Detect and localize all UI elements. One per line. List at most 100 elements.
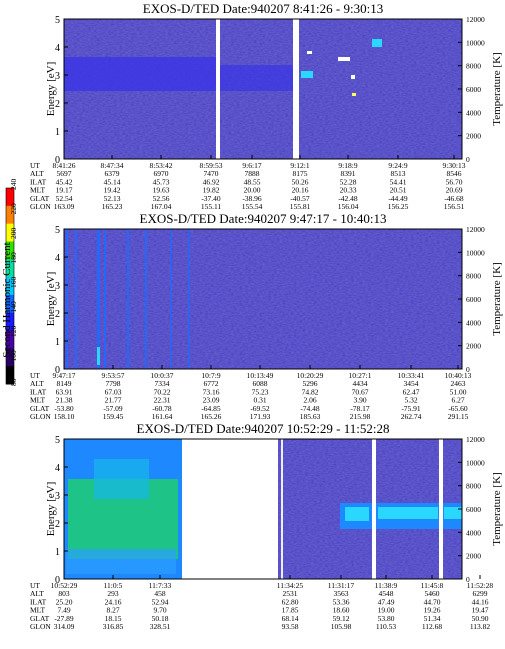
table-cell: 7888 [245, 169, 260, 178]
y-right-tick-label: 2000 [466, 552, 481, 561]
table-cell: 44.16 [472, 597, 489, 606]
data-gap [293, 19, 299, 160]
table-cell: 156.04 [338, 202, 359, 211]
table-cell: 110.53 [376, 622, 397, 631]
table-cell: 11:7:33 [149, 581, 172, 590]
table-cell: 20.69 [446, 186, 463, 195]
table-cell: 458 [154, 589, 166, 598]
data-gap [439, 439, 443, 580]
table-cell: 10:13:49 [247, 371, 274, 380]
y-tick-label: 1 [55, 547, 60, 558]
table-cell: 52.28 [340, 177, 357, 186]
table-cell: 51.34 [424, 614, 441, 623]
vertical-streak [127, 229, 129, 369]
table-cell: 67.03 [105, 387, 122, 396]
table-cell: 8391 [341, 169, 356, 178]
y-tick-label: 2 [55, 99, 60, 110]
table-row-label: UT [30, 161, 40, 170]
colorbar-tick-label: 100 [9, 350, 18, 362]
table-cell: 53.80 [378, 614, 395, 623]
y-right-tick-label: 12000 [466, 435, 485, 444]
table-cell: 10:7:9 [201, 371, 220, 380]
table-cell: 7798 [106, 379, 121, 388]
colorbar-segment [6, 294, 14, 314]
y-tick-label: 4 [55, 463, 60, 474]
table-cell: 68.14 [282, 614, 299, 623]
colorbar-tick-label: 140 [9, 301, 18, 313]
table-row-label: MLT [30, 606, 46, 615]
table-cell: 10:27:1 [349, 371, 372, 380]
table-cell: 112.68 [422, 622, 443, 631]
table-cell: 19.63 [153, 186, 170, 195]
table-cell: 59.12 [333, 614, 350, 623]
table-cell: 48.55 [244, 177, 261, 186]
y-tick-label: 5 [55, 225, 60, 236]
table-cell: 10:33:41 [398, 371, 425, 380]
y-right-tick-label: 8000 [466, 62, 481, 71]
colorbar-frame [5, 187, 15, 385]
y-right-tick-label: 4000 [466, 528, 481, 537]
y-right-tick-label: 0 [466, 365, 470, 374]
table-cell: 5697 [57, 169, 72, 178]
spectrogram-noise [64, 229, 462, 369]
table-row-label: GLON [30, 622, 51, 631]
vertical-streak [145, 229, 147, 369]
table-cell: 105.98 [331, 622, 352, 631]
energy-band [444, 507, 462, 519]
y-right-tick-label: 6000 [466, 295, 481, 304]
data-gap [216, 19, 220, 160]
y-right-tick-label: 10000 [466, 38, 485, 47]
colorbar-tick-label: 160 [9, 277, 18, 289]
y-right-tick-label: 6000 [466, 85, 481, 94]
table-cell: 161.64 [152, 412, 173, 421]
table-cell: 23.09 [203, 396, 220, 405]
vertical-streak [104, 229, 106, 369]
table-cell: 19.82 [203, 186, 220, 195]
table-cell: 11:0:5 [104, 581, 123, 590]
table-cell: 44.70 [424, 597, 441, 606]
table-cell: 21.77 [105, 396, 122, 405]
colorbar-segment [6, 348, 14, 367]
table-cell: 10:20:29 [297, 371, 324, 380]
y-tick-label: 3 [55, 491, 60, 502]
table-cell: 18.60 [333, 606, 350, 615]
energy-band [64, 57, 216, 91]
table-cell: 9.70 [153, 606, 166, 615]
table-cell: 7334 [155, 379, 170, 388]
table-cell: 20.33 [340, 186, 357, 195]
table-cell: -75.91 [401, 404, 421, 413]
y-right-tick-label: 12000 [466, 15, 485, 24]
colorbar-segment [6, 330, 14, 349]
y-right-axis-label: Temperature [K] [491, 472, 503, 545]
chart-title: EXOS-D/TED Date:940207 9:47:17 - 10:40:1… [140, 211, 387, 226]
table-cell: 45.14 [104, 177, 121, 186]
table-cell: -42.48 [338, 194, 358, 203]
table-cell: 21.38 [56, 396, 73, 405]
table-cell: 53.36 [333, 597, 350, 606]
table-cell: 6772 [204, 379, 219, 388]
table-cell: 159.45 [103, 412, 124, 421]
y-tick-label: 0 [55, 575, 60, 586]
spot [338, 57, 350, 61]
table-cell: 5296 [303, 379, 318, 388]
colorbar-tick-label: 240 [9, 179, 18, 191]
table-cell: 17.85 [282, 606, 299, 615]
vertical-streak [170, 229, 172, 369]
table-cell: 24.16 [105, 597, 122, 606]
vertical-streak [281, 439, 283, 579]
table-cell: 11:45:8 [421, 581, 444, 590]
table-row-label: GLAT [30, 194, 50, 203]
table-cell: 262.74 [401, 412, 422, 421]
y-right-tick-label: 2000 [466, 342, 481, 351]
table-cell: 8.27 [106, 606, 119, 615]
spot [351, 75, 355, 79]
table-cell: 10:52:29 [51, 581, 78, 590]
table-cell: -64.85 [201, 404, 221, 413]
colorbar-segment [6, 205, 14, 225]
vertical-streak [66, 229, 68, 369]
table-cell: 9:53:57 [102, 371, 125, 380]
y-tick-label: 2 [55, 519, 60, 530]
table-cell: 165.23 [102, 202, 123, 211]
colorbar-segment [6, 277, 14, 296]
table-cell: 163.09 [54, 202, 75, 211]
